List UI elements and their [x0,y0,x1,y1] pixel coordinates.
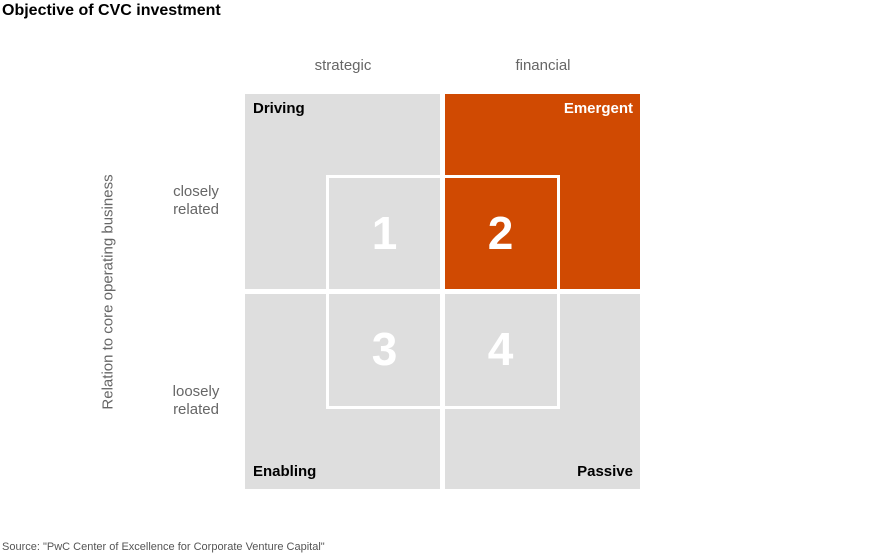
row-label: closely related [173,183,219,218]
column-label: strategic [314,57,372,74]
source: Source: "PwC Center of Excellence for Co… [2,541,325,553]
cell-number: 1 [371,207,398,259]
axis-label: Relation to core operating business [99,174,117,410]
cell-number: 2 [487,207,514,259]
quadrant-label: Emergent [563,100,633,117]
title: Objective of CVC investment [2,2,221,19]
quadrant-label: Enabling [253,463,317,480]
quadrant [445,94,640,289]
quadrant [445,294,640,489]
divider [327,290,558,294]
quadrant-label: Driving [253,100,305,117]
row-label: loosely related [172,383,220,418]
quadrant [245,294,440,489]
quadrant-label: Passive [577,463,633,480]
cell-number: 3 [371,323,398,375]
quadrant [245,94,440,289]
cell-number: 4 [487,323,514,375]
column-label: financial [515,57,571,74]
